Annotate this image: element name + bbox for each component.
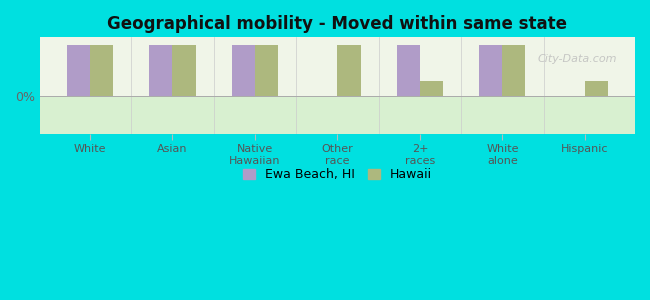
Bar (150, 45, 172, 96)
Bar (420, 81, 443, 96)
Bar (232, 45, 255, 96)
Bar (172, 45, 196, 96)
Bar (502, 45, 525, 96)
Bar (90, 45, 113, 96)
Bar (479, 45, 502, 96)
Bar (585, 81, 608, 96)
Bar (337, 45, 361, 96)
Text: City-Data.com: City-Data.com (538, 54, 617, 64)
Bar (40, 96, 635, 134)
Title: Geographical mobility - Moved within same state: Geographical mobility - Moved within sam… (107, 15, 567, 33)
Bar (67, 45, 90, 96)
Bar (396, 45, 420, 96)
Bar (255, 45, 278, 96)
Legend: Ewa Beach, HI, Hawaii: Ewa Beach, HI, Hawaii (242, 168, 432, 181)
